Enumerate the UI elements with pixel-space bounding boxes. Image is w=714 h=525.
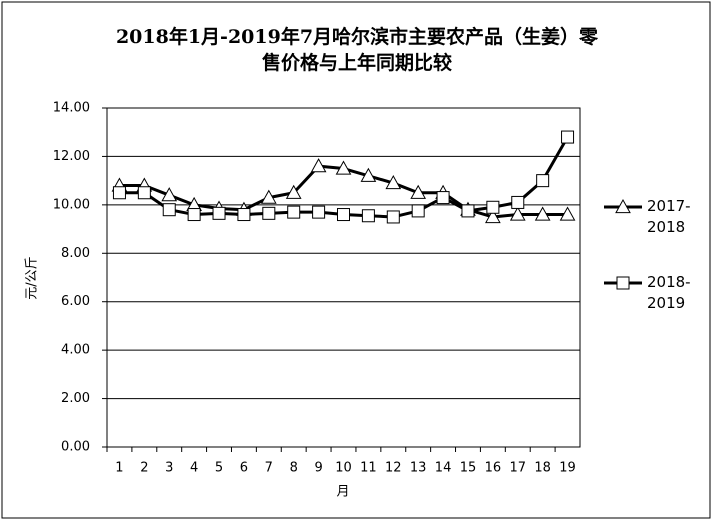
data-point <box>360 167 377 182</box>
x-tick-label: 4 <box>190 461 198 476</box>
legend-marker <box>615 198 631 214</box>
y-tick-label: 0.00 <box>61 440 90 455</box>
data-point <box>212 206 226 220</box>
y-tick-label: 2.00 <box>61 391 90 406</box>
y-axis-label: 元/公斤 <box>25 256 40 299</box>
data-point <box>337 208 350 222</box>
data-point <box>112 186 126 200</box>
x-tick-label: 5 <box>215 461 223 476</box>
x-tick-label: 15 <box>460 461 477 476</box>
x-tick-label: 12 <box>385 461 402 476</box>
chart-title: 售价格与上年同期比较 <box>261 51 452 74</box>
data-point <box>386 210 400 224</box>
data-point <box>262 206 276 220</box>
data-point <box>161 187 178 202</box>
data-point <box>410 184 427 199</box>
data-point <box>285 184 302 199</box>
x-tick-label: 10 <box>335 461 352 476</box>
x-tick-label: 13 <box>410 461 427 476</box>
data-point <box>559 206 576 221</box>
data-point <box>287 205 301 219</box>
data-point <box>561 130 575 144</box>
data-point <box>335 160 352 175</box>
x-tick-label: 6 <box>240 461 248 476</box>
data-point <box>260 189 277 204</box>
x-axis-label: 月 <box>336 485 349 500</box>
x-tick-label: 1 <box>115 461 123 476</box>
y-tick-label: 14.00 <box>53 101 90 116</box>
data-point <box>137 186 151 200</box>
data-point <box>361 209 375 223</box>
data-point <box>385 175 402 190</box>
x-tick-label: 16 <box>485 461 502 476</box>
data-point <box>461 204 475 218</box>
data-point <box>310 158 327 173</box>
data-point <box>162 203 176 217</box>
data-point <box>312 205 326 219</box>
data-point <box>436 191 450 205</box>
data-point <box>237 208 251 222</box>
legend-label: 2018-2019 <box>647 273 691 312</box>
x-tick-label: 11 <box>360 461 377 476</box>
legend-marker <box>616 276 630 290</box>
x-tick-label: 9 <box>314 461 322 476</box>
data-point <box>411 204 425 218</box>
y-tick-label: 8.00 <box>61 246 90 261</box>
data-point <box>187 208 201 222</box>
data-point <box>486 200 500 214</box>
legend-label: 2017-2018 <box>647 197 691 236</box>
x-tick-label: 3 <box>165 461 173 476</box>
chart-title: 2018年1月-2019年7月哈尔滨市主要农产品（生姜）零 <box>116 25 599 48</box>
x-tick-label: 8 <box>290 461 298 476</box>
x-tick-label: 17 <box>509 461 526 476</box>
plot-area <box>106 107 581 448</box>
x-tick-label: 14 <box>435 461 452 476</box>
y-tick-label: 4.00 <box>61 343 90 358</box>
x-tick-label: 2 <box>140 461 148 476</box>
data-point <box>485 208 501 224</box>
data-point <box>511 195 525 209</box>
x-tick-label: 19 <box>559 461 576 476</box>
x-tick-label: 7 <box>265 461 273 476</box>
y-tick-label: 12.00 <box>53 149 90 164</box>
data-point <box>534 206 551 221</box>
data-point <box>509 206 526 221</box>
y-tick-label: 10.00 <box>53 197 90 212</box>
x-tick-label: 18 <box>534 461 551 476</box>
data-point <box>536 174 550 188</box>
y-tick-label: 6.00 <box>61 294 90 309</box>
